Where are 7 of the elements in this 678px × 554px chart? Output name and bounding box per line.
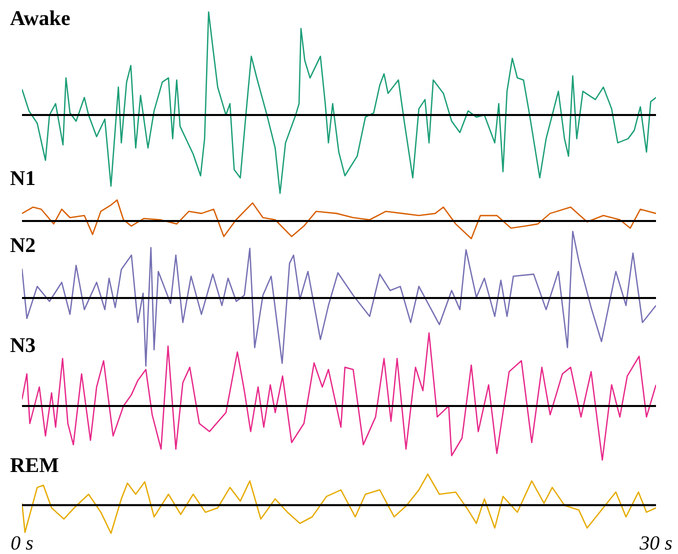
chart-title: N3 [10, 333, 36, 357]
chart-title: N2 [10, 233, 36, 257]
chart-title: Awake [10, 6, 70, 30]
x-tick-label: 0 s [10, 532, 34, 554]
chart-title: N1 [10, 166, 36, 190]
x-tick-label: 30 s [638, 532, 673, 554]
chart-title: REM [10, 453, 59, 477]
